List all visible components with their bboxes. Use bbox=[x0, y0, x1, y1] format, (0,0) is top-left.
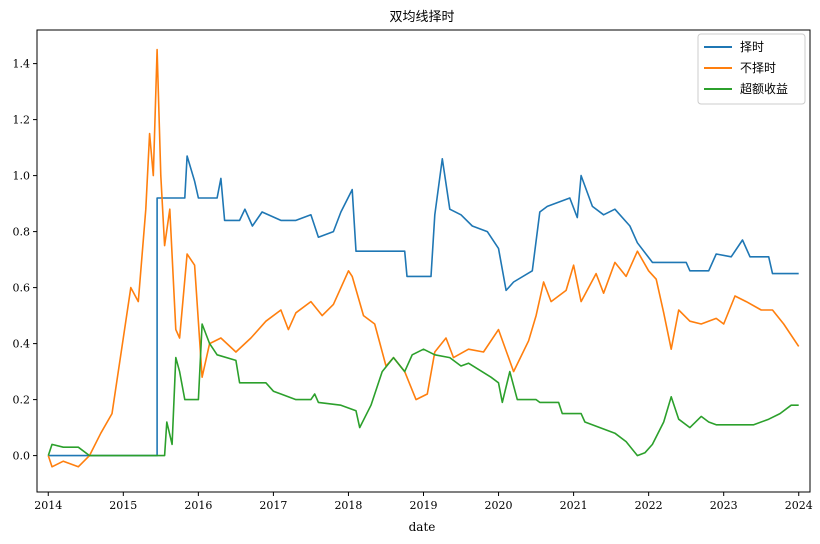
x-tick-label: 2014 bbox=[34, 499, 62, 512]
x-tick-label: 2015 bbox=[109, 499, 137, 512]
y-tick-label: 1.0 bbox=[13, 170, 31, 183]
y-tick-label: 0.4 bbox=[13, 338, 31, 351]
y-tick-label: 1.2 bbox=[13, 114, 31, 127]
x-tick-label: 2018 bbox=[334, 499, 362, 512]
series-line-2 bbox=[47, 323, 799, 457]
x-axis-label: date bbox=[409, 520, 436, 534]
y-tick-label: 0.0 bbox=[13, 450, 31, 463]
legend-label-0: 择时 bbox=[740, 40, 764, 54]
x-tick-label: 2020 bbox=[485, 499, 513, 512]
legend-label-1: 不择时 bbox=[740, 61, 776, 75]
x-tick-label: 2024 bbox=[785, 499, 813, 512]
series-line-0 bbox=[48, 155, 799, 457]
y-axis: 0.0 0.2 0.4 0.6 0.8 1.0 1.2 1.4 bbox=[13, 58, 37, 463]
chart-title: 双均线择时 bbox=[389, 10, 454, 25]
series-lines bbox=[47, 48, 800, 468]
y-tick-label: 0.2 bbox=[13, 394, 31, 407]
y-tick-label: 1.4 bbox=[13, 58, 31, 71]
legend-box bbox=[697, 33, 806, 105]
series-line-1 bbox=[47, 48, 800, 468]
x-tick-label: 2019 bbox=[410, 499, 438, 512]
x-axis: 2014 2015 2016 2017 2018 2019 2020 2021 2022 2023… bbox=[34, 492, 813, 512]
x-tick-label: 2022 bbox=[635, 499, 663, 512]
x-tick-label: 2017 bbox=[259, 499, 287, 512]
x-tick-label: 2023 bbox=[710, 499, 738, 512]
legend-label-2: 超额收益 bbox=[740, 81, 788, 96]
x-tick-label: 2021 bbox=[560, 499, 588, 512]
x-tick-label: 2016 bbox=[184, 499, 212, 512]
y-tick-label: 0.6 bbox=[13, 282, 31, 295]
y-tick-label: 0.8 bbox=[13, 226, 31, 239]
